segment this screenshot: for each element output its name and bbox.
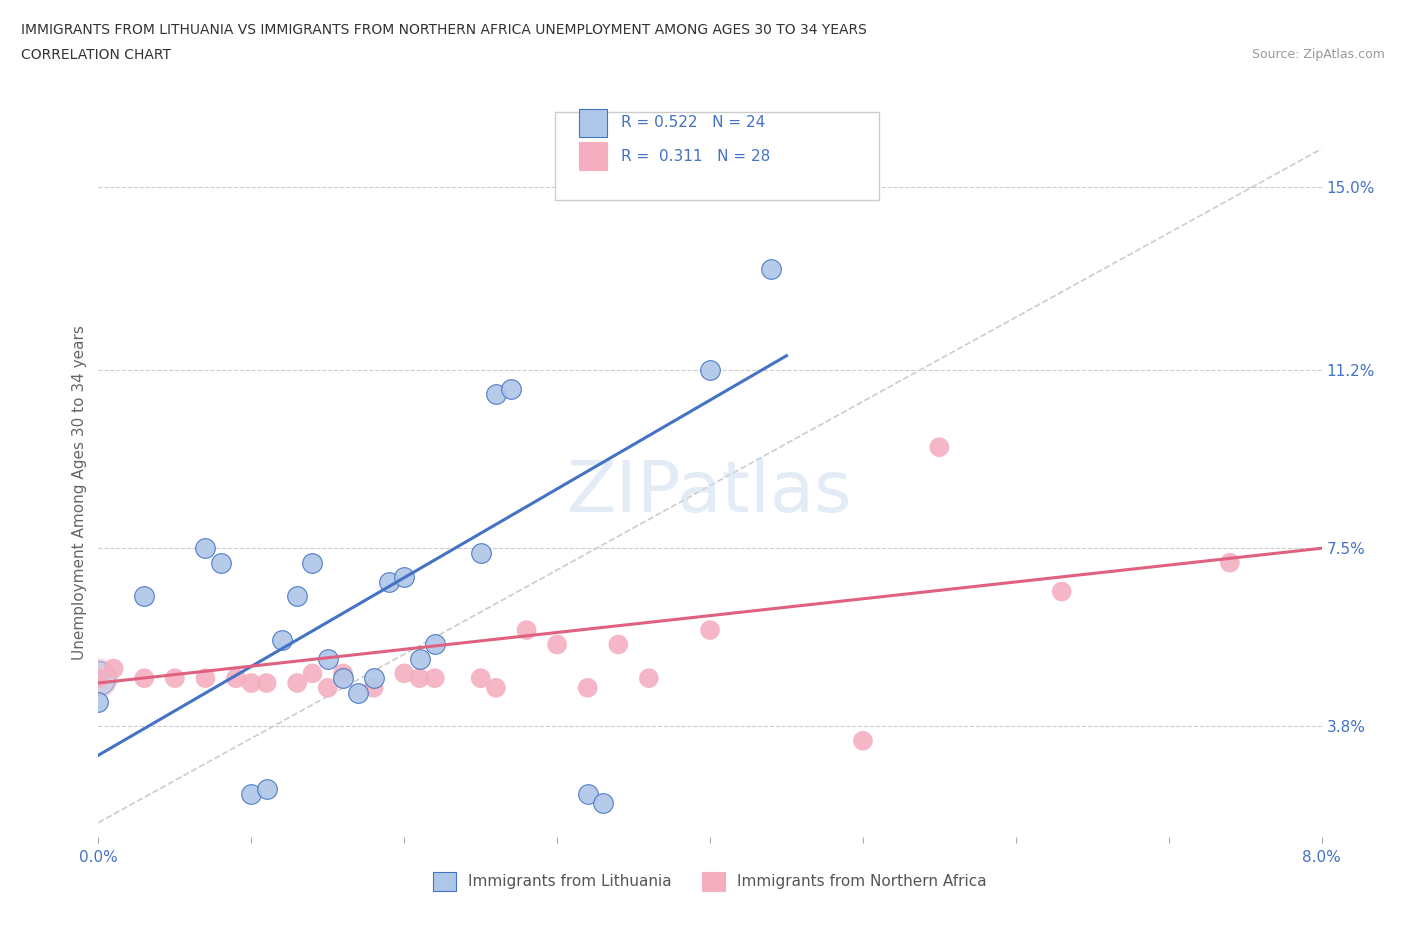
Point [87, 671, 110, 685]
Point [408, 652, 430, 667]
Point [546, 637, 568, 652]
Point [194, 671, 217, 685]
Point [408, 671, 430, 685]
Point [485, 681, 508, 696]
Point [485, 387, 508, 402]
Point [378, 575, 401, 590]
Point [347, 685, 370, 700]
Point [392, 666, 416, 681]
Point [332, 666, 354, 681]
Point [470, 546, 492, 561]
Point [1219, 555, 1241, 570]
Text: Source: ZipAtlas.com: Source: ZipAtlas.com [1251, 48, 1385, 61]
Point [240, 675, 263, 690]
Point [87, 695, 110, 710]
Point [163, 671, 186, 685]
Point [1050, 584, 1073, 599]
Point [759, 261, 782, 276]
Point [501, 382, 523, 397]
Point [423, 671, 446, 685]
Point [285, 675, 308, 690]
Text: R =  0.311   N = 28: R = 0.311 N = 28 [621, 149, 770, 164]
Point [607, 637, 630, 652]
Text: CORRELATION CHART: CORRELATION CHART [21, 48, 172, 62]
Y-axis label: Unemployment Among Ages 30 to 34 years: Unemployment Among Ages 30 to 34 years [72, 326, 87, 660]
Point [316, 681, 339, 696]
Point [470, 671, 492, 685]
Text: IMMIGRANTS FROM LITHUANIA VS IMMIGRANTS FROM NORTHERN AFRICA UNEMPLOYMENT AMONG : IMMIGRANTS FROM LITHUANIA VS IMMIGRANTS … [21, 23, 868, 37]
Point [285, 589, 308, 604]
Text: ZIPatlas: ZIPatlas [567, 458, 853, 527]
Point [240, 786, 263, 801]
Point [637, 671, 661, 685]
Point [270, 632, 294, 647]
Point [256, 675, 278, 690]
Point [87, 671, 110, 685]
Point [363, 681, 385, 696]
Point [316, 652, 339, 667]
Point [576, 681, 599, 696]
Point [103, 661, 125, 676]
Point [332, 671, 354, 685]
Point [363, 671, 385, 685]
Point [516, 622, 538, 637]
Point [194, 541, 217, 556]
Point [699, 622, 721, 637]
Point [87, 671, 110, 685]
Point [576, 786, 599, 801]
Point [134, 671, 156, 685]
Point [134, 589, 156, 604]
Point [699, 363, 721, 378]
Point [852, 734, 875, 749]
Point [928, 440, 950, 455]
Text: R = 0.522   N = 24: R = 0.522 N = 24 [621, 115, 766, 130]
Point [423, 637, 446, 652]
Point [392, 570, 416, 585]
Point [209, 555, 232, 570]
Point [225, 671, 247, 685]
Point [256, 781, 278, 796]
Point [301, 555, 323, 570]
Legend: Immigrants from Lithuania, Immigrants from Northern Africa: Immigrants from Lithuania, Immigrants fr… [426, 864, 994, 898]
Point [592, 796, 614, 811]
Point [301, 666, 323, 681]
